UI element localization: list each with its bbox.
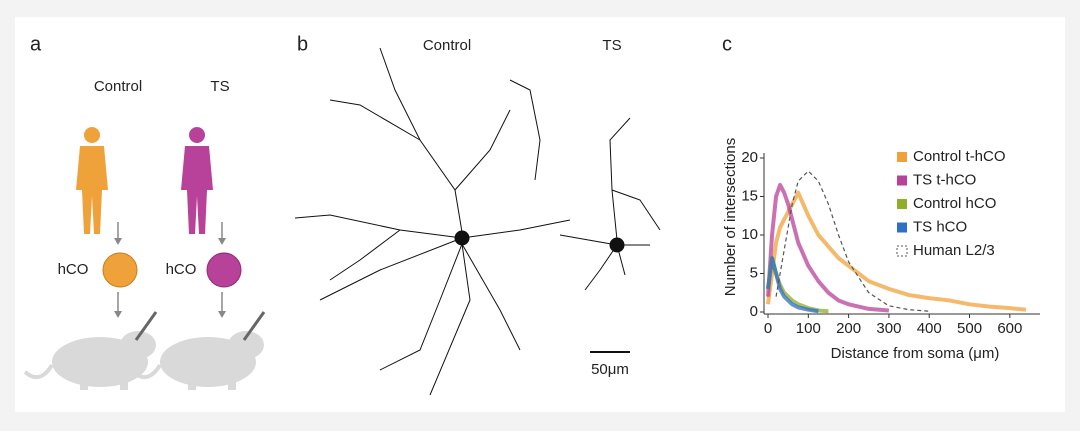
series-line	[766, 190, 1027, 312]
neuron-control	[294, 47, 571, 396]
legend-swatch	[897, 222, 907, 233]
y-axis-label: Number of intersections	[722, 138, 739, 296]
mouse	[23, 331, 156, 390]
legend-label: Control t-hCO	[913, 148, 1006, 165]
mouse	[131, 331, 264, 390]
legend-label: TS t-hCO	[913, 171, 976, 188]
legend-swatch	[897, 175, 907, 186]
x-tick-label: 400	[917, 320, 942, 337]
legend-label: Human L2/3	[913, 242, 995, 259]
legend-label: TS hCO	[913, 218, 967, 235]
series-line	[766, 182, 890, 313]
y-tick-label: 0	[750, 303, 758, 320]
electrode	[242, 311, 266, 341]
neuron-label: TS	[602, 37, 621, 54]
x-tick-label: 300	[876, 320, 901, 337]
x-tick-label: 600	[997, 320, 1022, 337]
human-icon	[76, 127, 108, 234]
neuron-ts	[559, 117, 661, 291]
y-tick-label: 20	[741, 149, 758, 166]
panel-label: c	[722, 33, 732, 55]
panel-label: a	[30, 33, 42, 55]
y-tick-label: 5	[750, 264, 758, 281]
scale-bar-label: 50μm	[591, 361, 629, 378]
organoid-label: hCO	[58, 261, 89, 278]
y-tick-label: 15	[741, 187, 758, 204]
legend-swatch	[897, 199, 907, 209]
arrows	[114, 222, 226, 318]
x-tick-label: 200	[836, 320, 861, 337]
organoid	[102, 252, 138, 288]
panel-label: b	[297, 33, 308, 55]
x-tick-label: 0	[764, 320, 772, 337]
organoid	[206, 252, 242, 288]
human-icon	[181, 127, 213, 234]
x-axis-label: Distance from soma (μm)	[831, 345, 1000, 362]
neuron-label: Control	[423, 37, 471, 54]
y-tick-label: 10	[741, 226, 758, 243]
organoid-label: hCO	[166, 261, 197, 278]
series-line	[766, 256, 819, 314]
x-tick-label: 500	[957, 320, 982, 337]
legend-swatch	[897, 152, 907, 162]
electrode	[134, 311, 158, 341]
x-tick-label: 100	[796, 320, 821, 337]
legend-label: Control hCO	[913, 195, 996, 212]
group-name: Control	[94, 78, 142, 95]
legend-swatch	[896, 245, 908, 257]
group-name: TS	[210, 78, 229, 95]
